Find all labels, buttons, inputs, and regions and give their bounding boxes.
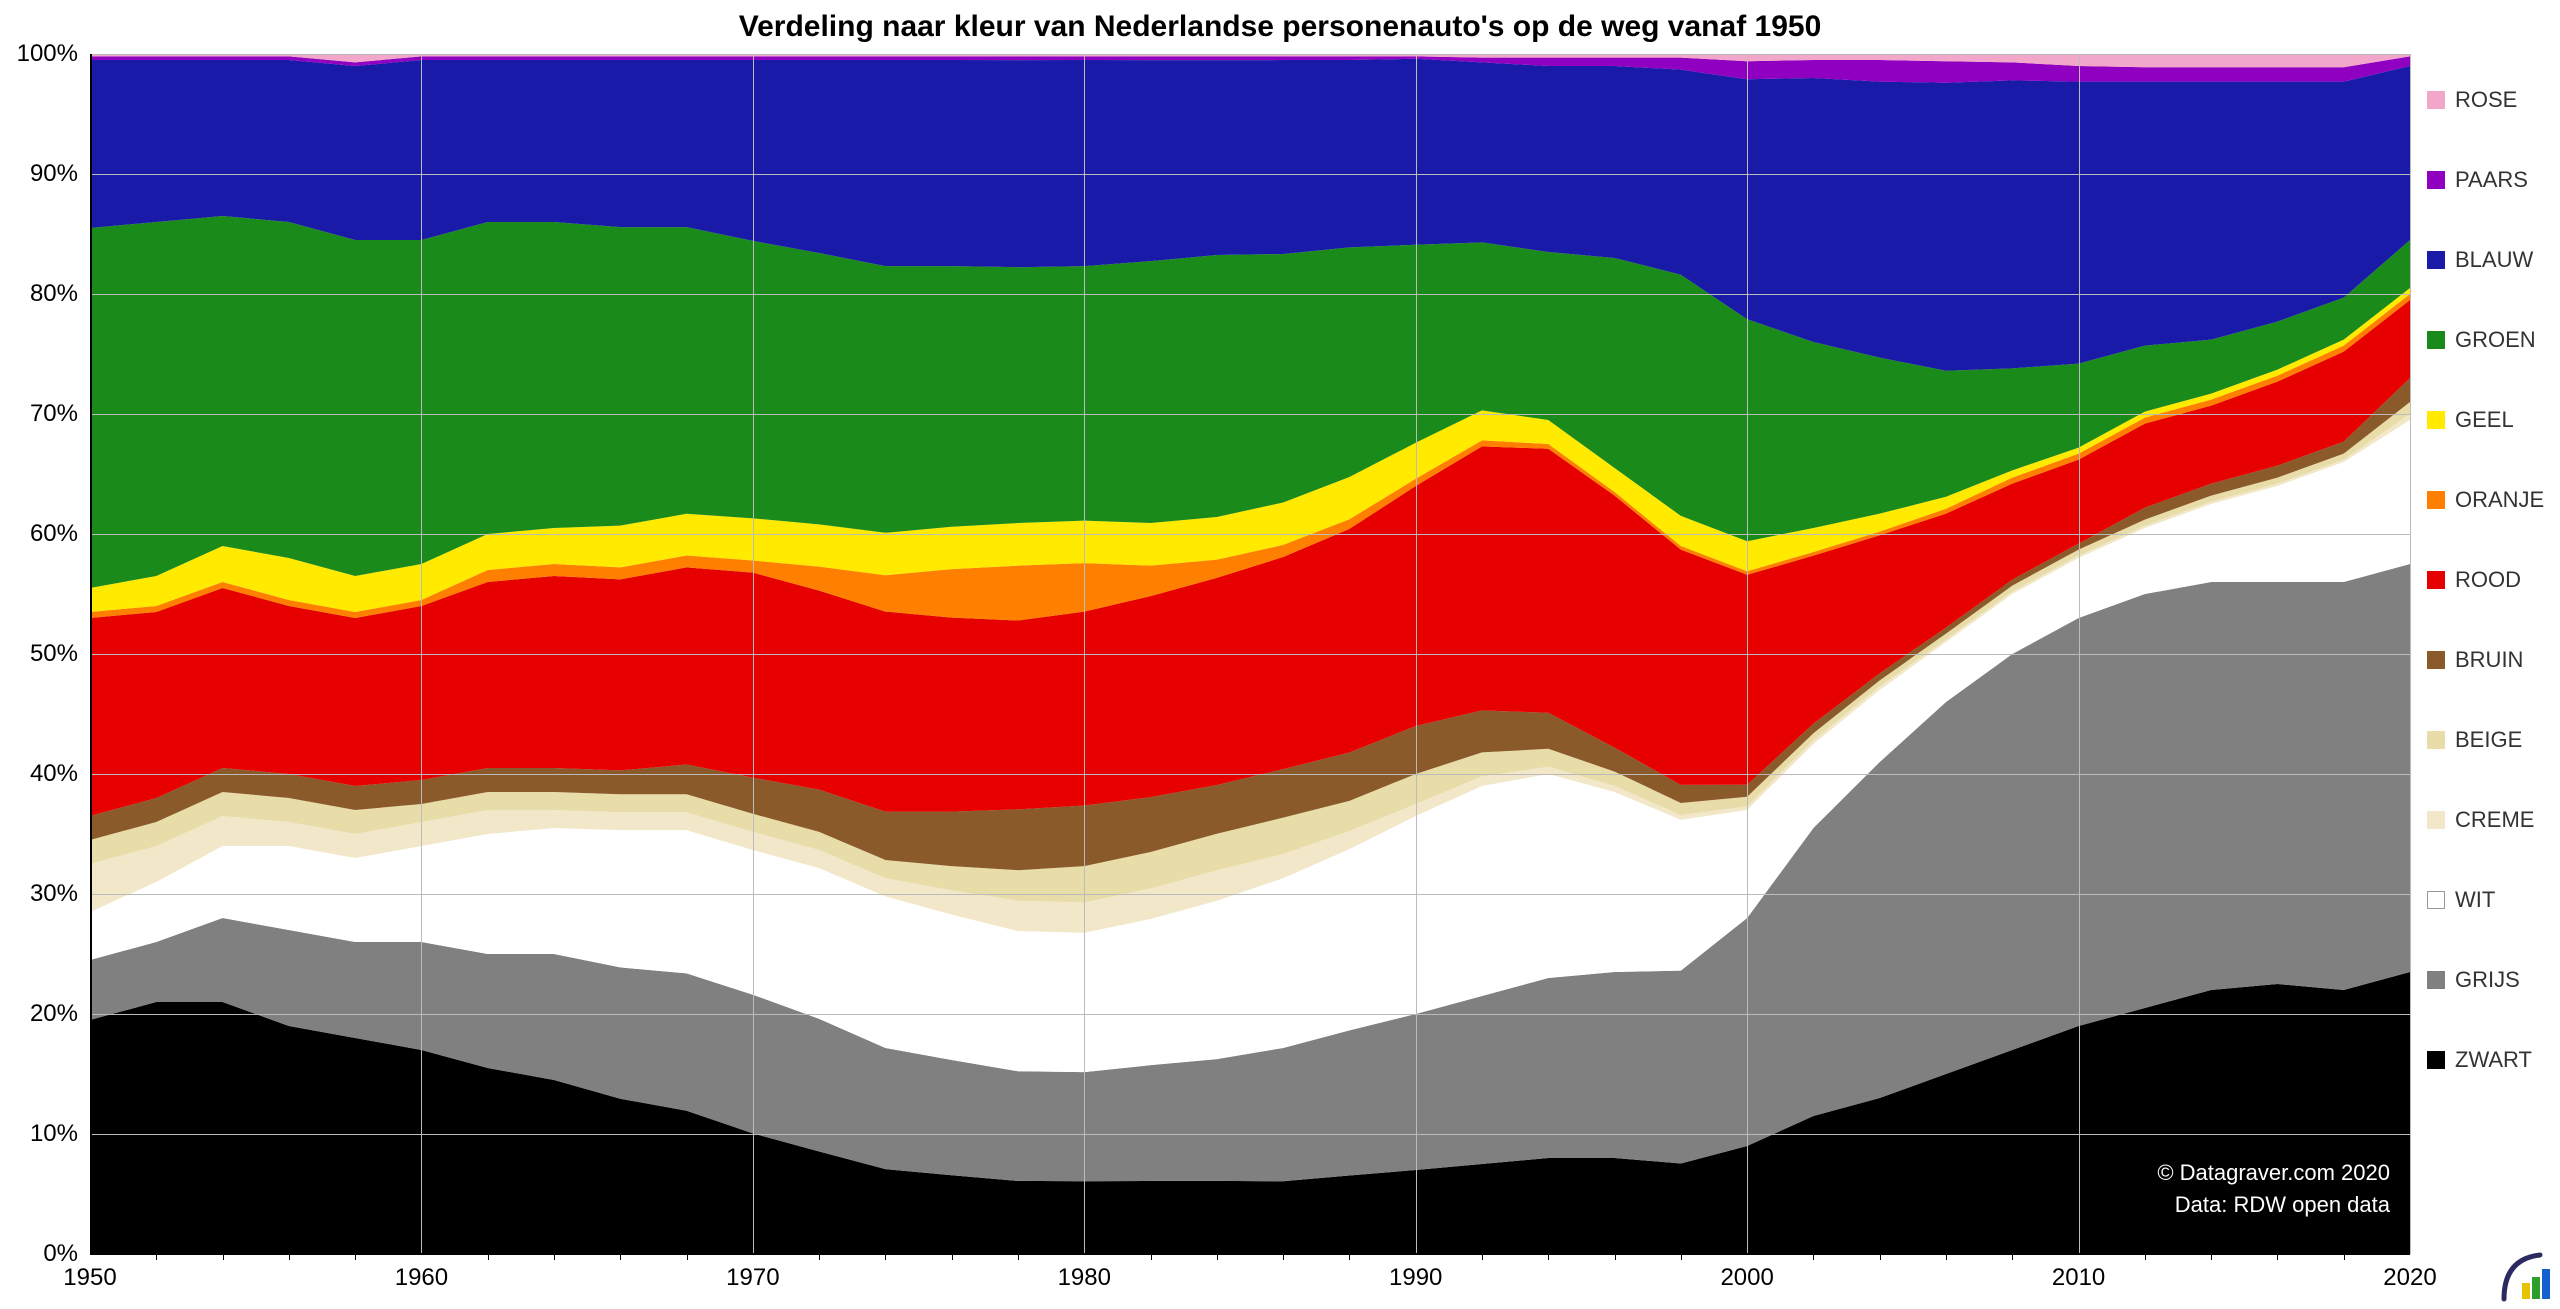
legend-item-groen: GROEN <box>2427 300 2544 380</box>
legend-label: WIT <box>2455 887 2495 913</box>
legend-swatch-icon <box>2427 331 2445 349</box>
legend-item-blauw: BLAUW <box>2427 220 2544 300</box>
axis-line <box>90 1253 2410 1255</box>
legend-item-geel: GEEL <box>2427 380 2544 460</box>
y-tick-label: 60% <box>30 520 78 548</box>
legend-label: ROSE <box>2455 87 2517 113</box>
gridline-vertical <box>421 54 422 1254</box>
legend-swatch-icon <box>2427 571 2445 589</box>
x-tick-label: 1960 <box>395 1264 448 1292</box>
y-tick-label: 100% <box>17 40 78 68</box>
legend-swatch-icon <box>2427 251 2445 269</box>
y-tick-label: 20% <box>30 1000 78 1028</box>
legend-item-beige: BEIGE <box>2427 700 2544 780</box>
x-tick-label: 1990 <box>1389 1264 1442 1292</box>
legend-swatch-icon <box>2427 891 2445 909</box>
gridline-horizontal <box>90 534 2410 535</box>
x-tick-label: 1950 <box>63 1264 116 1292</box>
legend-item-wit: WIT <box>2427 860 2544 940</box>
source-credit: © Datagraver.com 2020 Data: RDW open data <box>2010 1154 2390 1218</box>
legend-swatch-icon <box>2427 171 2445 189</box>
credit-line: © Datagraver.com 2020 <box>2010 1160 2390 1186</box>
legend-item-rose: ROSE <box>2427 60 2544 140</box>
gridline-horizontal <box>90 654 2410 655</box>
legend-label: ORANJE <box>2455 487 2544 513</box>
legend-label: GROEN <box>2455 327 2536 353</box>
gridline-vertical <box>2410 54 2411 1254</box>
legend-label: BRUIN <box>2455 647 2523 673</box>
legend-item-rood: ROOD <box>2427 540 2544 620</box>
y-tick-label: 70% <box>30 400 78 428</box>
source-logo-icon <box>2500 1249 2554 1303</box>
y-tick-label: 50% <box>30 640 78 668</box>
legend-swatch-icon <box>2427 91 2445 109</box>
legend-item-creme: CREME <box>2427 780 2544 860</box>
y-tick-label: 10% <box>30 1120 78 1148</box>
legend-label: BLAUW <box>2455 247 2533 273</box>
legend-label: GRIJS <box>2455 967 2520 993</box>
gridline-horizontal <box>90 414 2410 415</box>
gridline-horizontal <box>90 1134 2410 1135</box>
legend-swatch-icon <box>2427 811 2445 829</box>
gridline-vertical <box>753 54 754 1254</box>
gridline-vertical <box>1747 54 1748 1254</box>
axis-line <box>90 54 92 1254</box>
y-tick-label: 40% <box>30 760 78 788</box>
legend-label: BEIGE <box>2455 727 2522 753</box>
legend-swatch-icon <box>2427 1051 2445 1069</box>
gridline-horizontal <box>90 174 2410 175</box>
legend-label: ZWART <box>2455 1047 2532 1073</box>
legend-swatch-icon <box>2427 651 2445 669</box>
y-tick-label: 80% <box>30 280 78 308</box>
y-tick-label: 30% <box>30 880 78 908</box>
gridline-horizontal <box>90 294 2410 295</box>
legend-swatch-icon <box>2427 491 2445 509</box>
gridline-vertical <box>1084 54 1085 1254</box>
y-tick-label: 90% <box>30 160 78 188</box>
gridline-vertical <box>1416 54 1417 1254</box>
legend-label: GEEL <box>2455 407 2514 433</box>
chart-title: Verdeling naar kleur van Nederlandse per… <box>0 10 2560 44</box>
gridline-horizontal <box>90 54 2410 55</box>
legend: ROSE PAARS BLAUW GROEN GEEL ORANJE ROOD BRUIN BE… <box>2427 60 2544 1100</box>
legend-item-paars: PAARS <box>2427 140 2544 220</box>
legend-label: PAARS <box>2455 167 2528 193</box>
x-tick-label: 1980 <box>1058 1264 1111 1292</box>
legend-item-zwart: ZWART <box>2427 1020 2544 1100</box>
legend-label: ROOD <box>2455 567 2521 593</box>
chart-container: Verdeling naar kleur van Nederlandse per… <box>0 0 2560 1309</box>
legend-item-bruin: BRUIN <box>2427 620 2544 700</box>
x-tick-label: 2020 <box>2383 1264 2436 1292</box>
gridline-horizontal <box>90 894 2410 895</box>
legend-swatch-icon <box>2427 971 2445 989</box>
legend-label: CREME <box>2455 807 2534 833</box>
credit-line: Data: RDW open data <box>2010 1192 2390 1218</box>
gridline-horizontal <box>90 1014 2410 1015</box>
plot-area: 0%10%20%30%40%50%60%70%80%90%100%1950196… <box>90 54 2410 1254</box>
gridline-vertical <box>2079 54 2080 1254</box>
x-tick-label: 2000 <box>1720 1264 1773 1292</box>
x-tick-label: 2010 <box>2052 1264 2105 1292</box>
legend-swatch-icon <box>2427 731 2445 749</box>
legend-item-grijs: GRIJS <box>2427 940 2544 1020</box>
x-tick-label: 1970 <box>726 1264 779 1292</box>
legend-swatch-icon <box>2427 411 2445 429</box>
gridline-horizontal <box>90 774 2410 775</box>
legend-item-oranje: ORANJE <box>2427 460 2544 540</box>
